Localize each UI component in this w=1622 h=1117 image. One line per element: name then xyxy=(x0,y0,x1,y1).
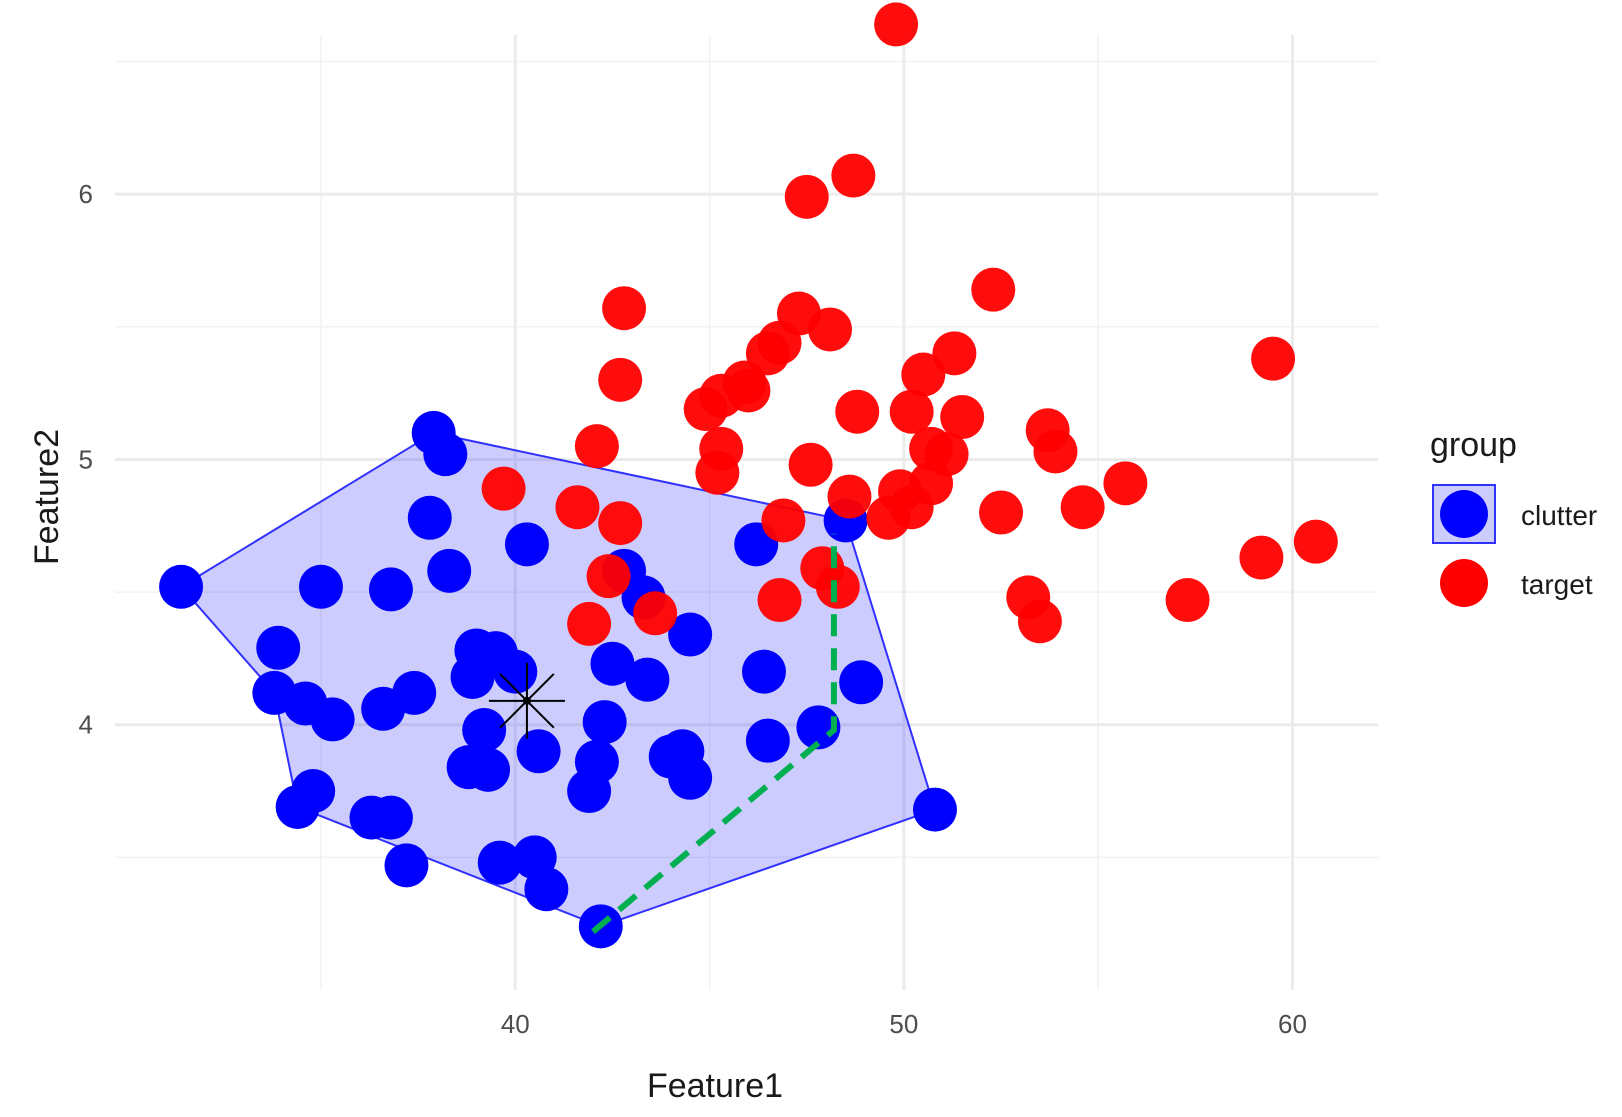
point-target xyxy=(633,591,678,636)
point-clutter xyxy=(796,705,841,750)
point-target xyxy=(831,153,876,198)
point-clutter xyxy=(567,769,612,814)
point-target xyxy=(683,387,728,432)
legend-title: group xyxy=(1430,426,1517,464)
point-clutter xyxy=(466,747,511,792)
point-target xyxy=(835,389,880,434)
point-target xyxy=(726,368,771,413)
point-clutter xyxy=(516,729,561,774)
point-target xyxy=(909,426,954,471)
point-clutter xyxy=(504,522,549,567)
point-target xyxy=(971,267,1016,312)
point-target xyxy=(1165,578,1210,623)
point-clutter xyxy=(310,697,355,742)
point-target xyxy=(1060,485,1105,530)
point-target xyxy=(761,498,806,543)
legend-marker-clutter xyxy=(1440,490,1488,538)
point-clutter xyxy=(582,700,627,745)
x-tick-label: 50 xyxy=(889,1009,918,1039)
point-target xyxy=(979,490,1024,535)
legend-marker-target xyxy=(1440,559,1488,607)
point-target xyxy=(555,485,600,530)
point-target xyxy=(598,501,643,546)
y-tick-label: 6 xyxy=(79,179,93,209)
x-axis-title: Feature1 xyxy=(647,1067,783,1105)
point-target xyxy=(567,601,612,646)
point-clutter xyxy=(450,654,495,699)
legend-label-clutter: clutter xyxy=(1521,500,1597,531)
point-clutter xyxy=(477,840,522,885)
point-clutter xyxy=(384,843,429,888)
point-target xyxy=(598,357,643,402)
point-target xyxy=(1103,461,1148,506)
point-target xyxy=(932,331,977,376)
point-target xyxy=(784,174,829,219)
point-clutter xyxy=(668,612,713,657)
point-clutter xyxy=(668,755,713,800)
point-target xyxy=(1239,535,1284,580)
point-target xyxy=(889,389,934,434)
legend: group clutter target xyxy=(1430,426,1597,607)
tick-labels: 40 50 60 4 5 6 xyxy=(79,179,1307,1039)
point-target xyxy=(481,466,526,511)
point-clutter xyxy=(493,649,538,694)
point-target xyxy=(1017,599,1062,644)
y-tick-label: 4 xyxy=(79,710,93,740)
point-target xyxy=(901,352,946,397)
distance-path-line xyxy=(591,533,837,934)
point-clutter xyxy=(291,769,336,814)
legend-label-target: target xyxy=(1521,569,1593,600)
point-clutter xyxy=(368,795,413,840)
series-target xyxy=(481,2,1338,646)
y-axis-title: Feature2 xyxy=(28,429,66,565)
point-clutter xyxy=(407,495,452,540)
point-clutter xyxy=(839,660,884,705)
point-target xyxy=(1251,336,1296,381)
point-target xyxy=(586,554,631,599)
point-target xyxy=(827,474,872,519)
y-tick-label: 5 xyxy=(79,444,93,474)
x-tick-label: 40 xyxy=(501,1009,530,1039)
point-target xyxy=(788,442,833,487)
x-tick-label: 60 xyxy=(1278,1009,1307,1039)
point-target xyxy=(695,450,740,495)
point-clutter xyxy=(912,787,957,832)
centroid-marker xyxy=(488,662,565,739)
point-clutter xyxy=(745,718,790,763)
point-clutter xyxy=(423,432,468,477)
point-target xyxy=(1293,519,1338,564)
point-clutter xyxy=(427,548,472,593)
centroid-dot xyxy=(522,696,531,705)
point-target xyxy=(808,307,853,352)
point-target xyxy=(1033,429,1078,474)
point-target xyxy=(757,320,802,365)
point-target xyxy=(889,485,934,530)
point-clutter xyxy=(524,867,569,912)
point-clutter xyxy=(741,649,786,694)
point-clutter xyxy=(368,567,413,612)
point-target xyxy=(940,395,985,439)
point-clutter xyxy=(298,564,343,609)
point-clutter xyxy=(159,564,204,609)
point-clutter xyxy=(392,670,437,715)
point-target xyxy=(815,564,860,609)
point-clutter xyxy=(590,641,635,686)
point-clutter xyxy=(256,625,301,670)
point-clutter xyxy=(625,657,670,702)
point-clutter xyxy=(462,708,507,753)
point-target xyxy=(757,578,802,623)
point-target xyxy=(874,2,919,47)
series-clutter xyxy=(159,410,957,949)
distance-path xyxy=(591,533,837,934)
point-target xyxy=(602,286,647,331)
point-target xyxy=(574,424,619,469)
